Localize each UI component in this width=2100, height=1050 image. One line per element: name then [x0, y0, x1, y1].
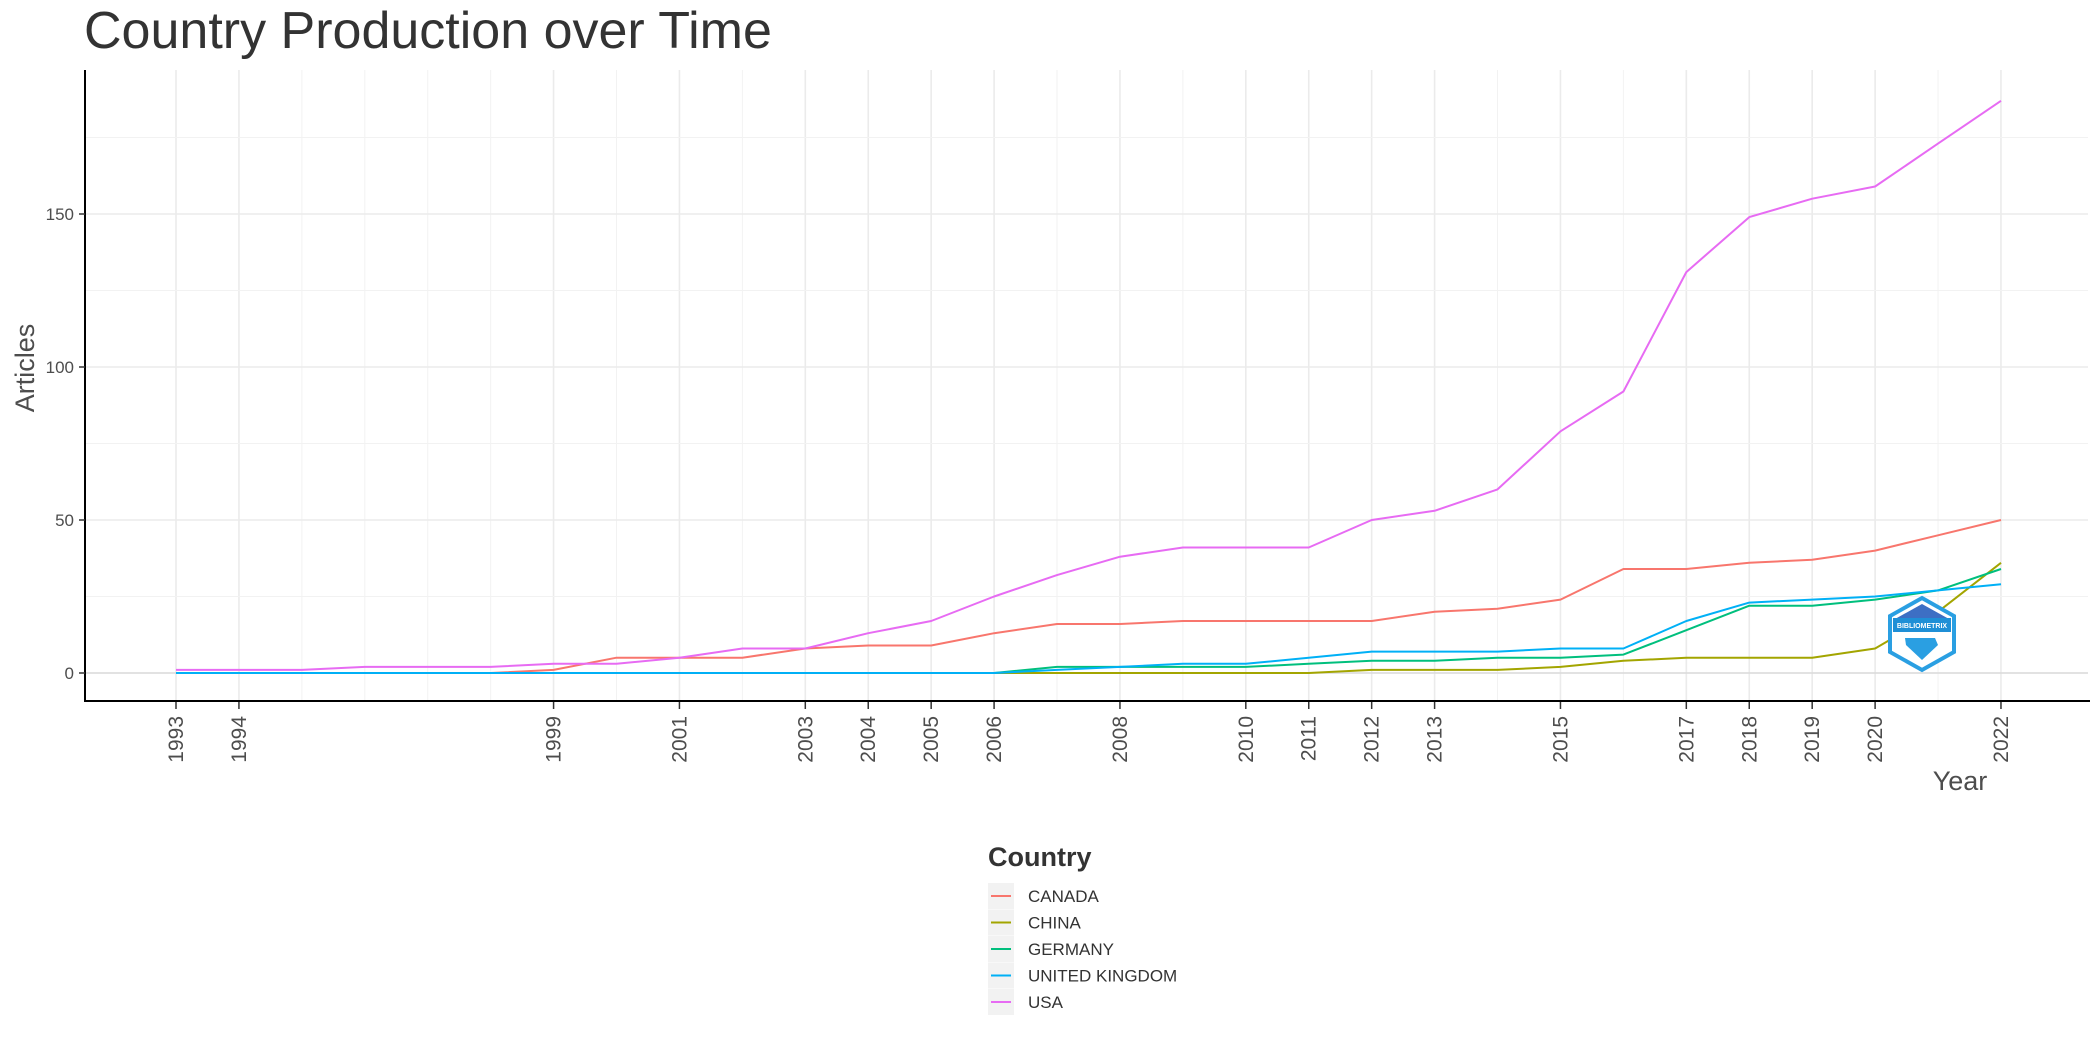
- series-line-china: [176, 562, 2002, 674]
- legend-title: Country: [988, 842, 1092, 872]
- legend-label: UNITED KINGDOM: [1028, 967, 1177, 986]
- legend: CANADA CHINA GERMANY UNITED KINGDOM USA: [988, 883, 1177, 1015]
- x-tick-label: 2004: [857, 716, 880, 763]
- x-tick-label: 2012: [1361, 716, 1384, 763]
- x-tick-label: 1999: [543, 716, 566, 763]
- x-tick-label: 2017: [1675, 716, 1698, 763]
- chart-title: Country Production over Time: [84, 2, 772, 60]
- x-tick-label: 2018: [1738, 716, 1761, 763]
- y-tick-label: 0: [65, 664, 74, 683]
- x-axis-title: Year: [1933, 766, 1988, 796]
- x-tick-label: 1994: [228, 716, 251, 763]
- x-tick-label: 2019: [1801, 716, 1824, 763]
- x-tick-label: 2015: [1549, 716, 1572, 763]
- series-line-united-kingdom: [176, 583, 2002, 674]
- grid: [86, 70, 2088, 700]
- x-tick-label: 2013: [1424, 716, 1447, 763]
- y-axis-title: Articles: [10, 324, 40, 413]
- legend-label: USA: [1028, 993, 1064, 1012]
- y-tick-label: 50: [55, 511, 74, 530]
- logo-mark: [1905, 638, 1938, 660]
- x-ticks: 1993 1994 1999 2001 2003 2004 2005 2006 2008 2010…: [165, 702, 2013, 763]
- x-tick-label: 2022: [1990, 716, 2013, 763]
- logo-text: BIBLIOMETRIX: [1897, 623, 1947, 630]
- logo-banner: [1893, 618, 1951, 632]
- x-tick-label: 2006: [983, 716, 1006, 763]
- y-tick-label: 100: [46, 358, 74, 377]
- x-tick-label: 1993: [165, 716, 188, 763]
- x-tick-label: 2020: [1864, 716, 1887, 763]
- x-tick-label: 2003: [794, 716, 817, 763]
- x-tick-label: 2011: [1298, 716, 1321, 761]
- x-tick-label: 2001: [668, 716, 691, 763]
- series-line-usa: [176, 99, 2002, 671]
- x-tick-label: 2008: [1109, 716, 1132, 763]
- x-tick-label: 2005: [920, 716, 943, 763]
- axes: [84, 70, 2090, 702]
- bibliometrix-logo: BIBLIOMETRIX: [1888, 595, 1956, 673]
- legend-label: CHINA: [1028, 914, 1082, 933]
- y-tick-label: 150: [46, 205, 74, 224]
- y-ticks: 0 50 100 150: [46, 205, 85, 683]
- legend-label: GERMANY: [1028, 940, 1114, 959]
- legend-label: CANADA: [1028, 887, 1100, 906]
- series-lines: [176, 99, 2002, 674]
- x-tick-label: 2010: [1235, 716, 1258, 763]
